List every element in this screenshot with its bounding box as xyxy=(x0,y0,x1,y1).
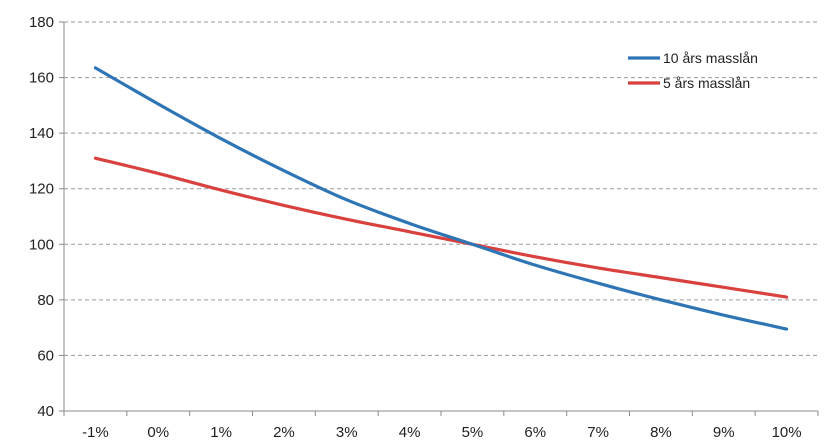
legend: 10 års masslån 5 års masslån xyxy=(628,50,758,91)
x-tick-label: 4% xyxy=(399,424,421,441)
x-tick-label: 0% xyxy=(147,424,169,441)
legend-label: 10 års masslån xyxy=(663,50,758,66)
y-tick-label: 120 xyxy=(29,181,54,198)
x-tick-label: 9% xyxy=(713,424,735,441)
y-tick-label: 160 xyxy=(29,70,54,87)
x-tick-label: 3% xyxy=(336,424,358,441)
x-tick-label: 8% xyxy=(650,424,672,441)
y-tick-labels: 40 60 80 100 120 140 160 180 xyxy=(29,14,64,420)
gridlines xyxy=(64,21,818,356)
x-tick-label: 7% xyxy=(587,424,609,441)
series-line-10-ars-masslan xyxy=(93,66,789,331)
y-tick-label: 140 xyxy=(29,125,54,142)
x-tick-label: 5% xyxy=(462,424,484,441)
series-lines xyxy=(93,66,789,331)
x-tick-labels: -1% 0% 1% 2% 3% 4% 5% 6% 7% 8% 9% 10% xyxy=(63,411,819,441)
x-tick-label: 10% xyxy=(772,424,802,441)
x-tick-label: -1% xyxy=(82,424,109,441)
y-tick-label: 60 xyxy=(37,347,54,364)
x-tick-label: 1% xyxy=(210,424,232,441)
x-tick-label: 6% xyxy=(524,424,546,441)
legend-label: 5 års masslån xyxy=(663,75,750,91)
y-tick-label: 40 xyxy=(37,403,54,420)
series-line-5-ars-masslan xyxy=(93,156,789,299)
y-tick-label: 80 xyxy=(37,292,54,309)
y-tick-label: 180 xyxy=(29,14,54,31)
x-tick-label: 2% xyxy=(273,424,295,441)
y-tick-label: 100 xyxy=(29,236,54,253)
